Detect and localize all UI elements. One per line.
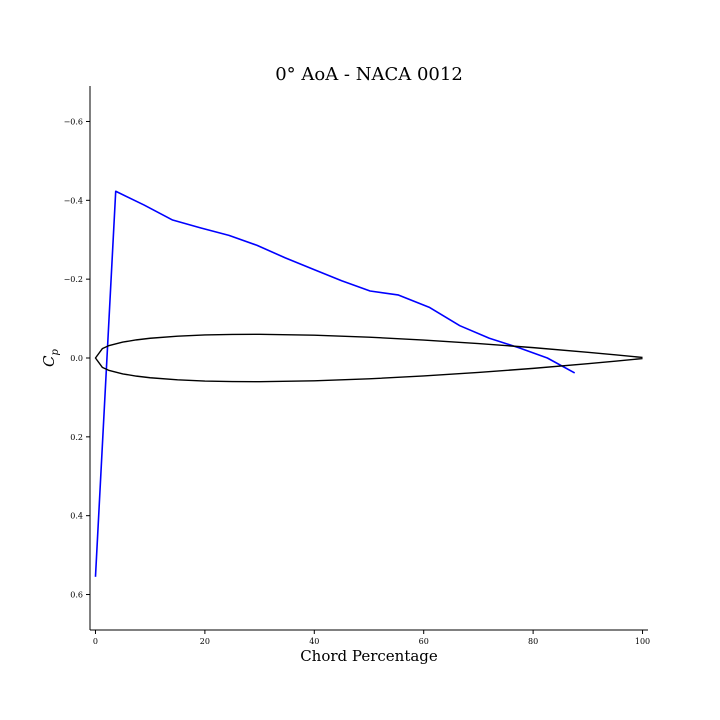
airfoil-profile-line xyxy=(94,333,643,383)
x-tick-label: 0 xyxy=(93,637,98,646)
x-tick-label: 20 xyxy=(200,637,210,646)
cp-distribution-line xyxy=(94,190,576,577)
y-tick-label: −0.2 xyxy=(64,275,83,284)
y-tick-label: 0.2 xyxy=(70,433,83,442)
x-tick-label: 40 xyxy=(309,637,319,646)
x-tick-label: 80 xyxy=(528,637,538,646)
x-axis-ticks: 0 20 40 60 80 100 xyxy=(93,630,650,646)
y-axis-title-subscript: p xyxy=(50,348,61,355)
y-axis-title: Cp xyxy=(40,348,61,366)
y-tick-label: 0.4 xyxy=(70,512,83,521)
chart-title: 0° AoA - NACA 0012 xyxy=(275,64,463,85)
y-tick-label: −0.4 xyxy=(64,196,83,205)
y-tick-label: −0.6 xyxy=(64,117,83,126)
y-axis-ticks: −0.6 −0.4 −0.2 0.0 0.2 0.4 0.6 xyxy=(64,117,90,600)
x-tick-label: 60 xyxy=(419,637,429,646)
x-axis-title: Chord Percentage xyxy=(300,647,438,665)
plot-lines xyxy=(94,190,643,577)
y-tick-label: 0.0 xyxy=(70,354,83,363)
y-axis-title-main: C xyxy=(40,355,58,367)
x-tick-label: 100 xyxy=(635,637,650,646)
y-tick-label: 0.6 xyxy=(70,591,83,600)
